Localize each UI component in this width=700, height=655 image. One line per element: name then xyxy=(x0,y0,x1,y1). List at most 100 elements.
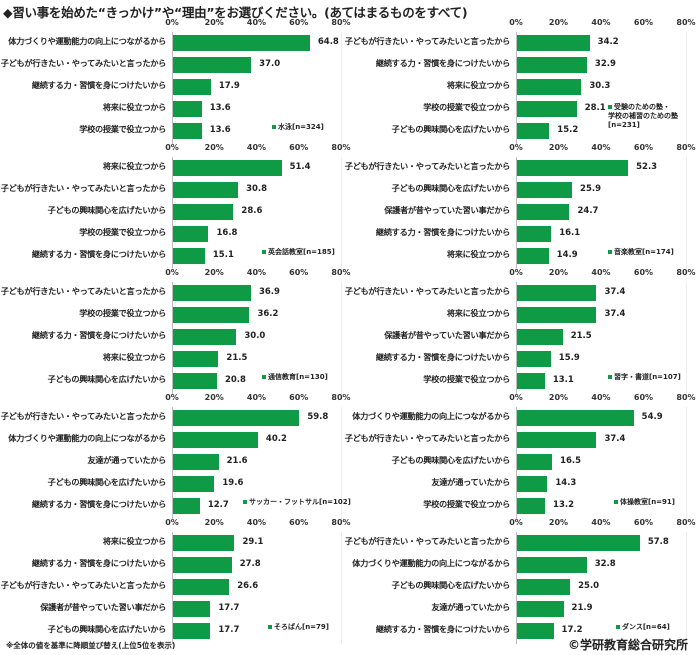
chart-panel: 0% 20% 40% 60% 80% 子どもが行きたい・やってみたいと言ったから 36.9 学… xyxy=(0,268,351,394)
category-label: 学校の授業で役立つから xyxy=(423,374,510,384)
bar xyxy=(173,557,232,573)
legend-text: 水泳[n=324] xyxy=(278,123,324,131)
category-label: 子どもが行きたい・やってみたいと言ったから xyxy=(344,433,511,443)
x-axis-tick-label: 0% xyxy=(165,143,179,152)
chart-panel: 0% 20% 40% 60% 80% 体力づくりや運動能力の向上につながるから 64.8 子ど… xyxy=(0,18,351,144)
legend-swatch-icon xyxy=(243,500,247,504)
bar-row: 子どもが行きたい・やってみたいと言ったから 26.6 xyxy=(1,576,341,598)
bar xyxy=(517,204,570,220)
bar xyxy=(173,57,252,73)
bar xyxy=(517,432,597,448)
value-label: 37.4 xyxy=(604,309,626,319)
value-label: 16.8 xyxy=(216,228,238,238)
bar xyxy=(173,454,219,470)
category-label: 学校の授業で役立つから xyxy=(79,124,166,134)
category-label: 子どもが行きたい・やってみたいと言ったから xyxy=(0,183,167,193)
category-label: 子どもの興味関心を広げたいから xyxy=(47,477,167,487)
bar-row: 保護者が昔やっていた習い事だから 24.7 xyxy=(384,201,686,223)
plot-area: 子どもが行きたい・やってみたいと言ったから 52.3 子どもの興味関心を広げたいから… xyxy=(345,157,687,269)
x-axis-tick-label: 20% xyxy=(548,18,569,27)
category-label: 子どもの興味関心を広げたいから xyxy=(47,374,167,384)
value-label: 25.0 xyxy=(578,581,600,591)
x-axis-tick-label: 60% xyxy=(633,143,654,152)
value-label: 37.4 xyxy=(604,434,626,444)
bar xyxy=(173,35,310,51)
x-axis-tick-label: 0% xyxy=(509,18,523,27)
x-axis-tick-label: 60% xyxy=(289,143,309,152)
x-axis-ticks: 0% 20% 40% 60% 80% xyxy=(165,518,350,530)
x-axis-ticks: 0% 20% 40% 60% 80% xyxy=(509,393,695,405)
category-label: 将来に役立つから xyxy=(102,161,166,171)
x-axis-tick-label: 20% xyxy=(548,518,569,527)
x-axis-tick-label: 20% xyxy=(204,518,224,527)
bar-row: 学校の授業で役立つから 16.8 xyxy=(79,223,341,245)
bar-row: 継続する力・習慣を身につけたいから 16.1 xyxy=(376,223,686,245)
bar-row: 将来に役立つから 30.3 xyxy=(447,76,686,98)
x-axis-tick-label: 60% xyxy=(633,518,654,527)
value-label: 21.5 xyxy=(226,353,248,363)
bar xyxy=(173,601,211,617)
category-label: 体力づくりや運動能力の向上につながるから xyxy=(8,36,166,46)
bar-row: 子どもの興味関心を広げたいから 25.9 xyxy=(392,179,686,201)
value-label: 14.3 xyxy=(555,478,577,488)
legend: 音楽教室[n=174] xyxy=(608,248,674,257)
bar-row: 将来に役立つから 51.4 xyxy=(103,157,341,179)
category-label: 保護者が昔やっていた習い事だから xyxy=(40,602,166,612)
value-label: 30.0 xyxy=(244,331,266,341)
bar-row: 友達が通っていたから 21.6 xyxy=(88,451,341,473)
category-label: 継続する力・習慣を身につけたいから xyxy=(375,352,510,362)
bar-row: 将来に役立つから 21.5 xyxy=(103,348,341,370)
bar-row: 学校の授業で役立つから 13.2 xyxy=(423,495,686,517)
chart-panel: 0% 20% 40% 60% 80% 将来に役立つから 29.1 継続する力・習慣を身につけた… xyxy=(0,518,351,644)
value-label: 19.6 xyxy=(222,478,244,488)
legend-text: 音楽教室[n=174] xyxy=(614,248,674,256)
value-label: 17.9 xyxy=(218,81,240,91)
plot-area: 子どもが行きたい・やってみたいと言ったから 57.8 体力づくりや運動能力の向上につ… xyxy=(345,532,687,644)
bar-row: 子どもが行きたい・やってみたいと言ったから 52.3 xyxy=(345,157,686,179)
x-axis-ticks: 0% 20% 40% 60% 80% xyxy=(509,18,695,30)
bar-row: 学校の授業で役立つから 13.6 xyxy=(79,120,341,142)
bar-row: 子どもが行きたい・やってみたいと言ったから 30.8 xyxy=(1,179,341,201)
value-label: 16.5 xyxy=(560,456,582,466)
bar-row: 友達が通っていたから 14.3 xyxy=(432,473,686,495)
bar xyxy=(173,579,230,595)
bar xyxy=(517,226,552,242)
x-axis-tick-label: 0% xyxy=(165,18,179,27)
legend-text: 習字・書道[n=107] xyxy=(614,373,681,381)
category-label: 継続する力・習慣を身につけたいから xyxy=(375,227,510,237)
x-axis-tick-label: 60% xyxy=(289,18,309,27)
bar xyxy=(517,498,546,514)
x-axis-tick-label: 80% xyxy=(676,143,696,152)
plot-area: 子どもが行きたい・やってみたいと言ったから 37.4 将来に役立つから 37.4 保護者… xyxy=(345,282,687,394)
bar xyxy=(173,226,209,242)
x-axis-tick-label: 20% xyxy=(204,393,224,402)
x-axis-tick-label: 80% xyxy=(676,518,696,527)
plot-area: 子どもが行きたい・やってみたいと言ったから 36.9 学校の授業で役立つから 36.2… xyxy=(1,282,342,394)
category-label: 子どもが行きたい・やってみたいと言ったから xyxy=(0,411,167,421)
x-axis-tick-label: 20% xyxy=(204,18,224,27)
bar xyxy=(173,329,237,345)
chart-panel: 0% 20% 40% 60% 80% 子どもが行きたい・やってみたいと言ったから 34.2 継… xyxy=(345,18,700,144)
category-label: 継続する力・習慣を身につけたいから xyxy=(31,80,166,90)
x-axis-tick-label: 80% xyxy=(676,18,696,27)
value-label: 15.1 xyxy=(212,250,234,260)
bar-row: 将来に役立つから 14.9 xyxy=(447,245,686,267)
value-label: 37.4 xyxy=(604,287,626,297)
value-label: 17.7 xyxy=(218,625,240,635)
bar-row: 友達が通っていたから 21.9 xyxy=(432,598,686,620)
bar xyxy=(517,160,629,176)
bar xyxy=(173,160,282,176)
legend-swatch-icon xyxy=(608,375,612,379)
x-axis-tick-label: 80% xyxy=(331,143,351,152)
bar xyxy=(173,79,211,95)
plot-area: 将来に役立つから 29.1 継続する力・習慣を身につけたいから 27.8 子どもが行きた… xyxy=(1,532,342,644)
value-label: 15.9 xyxy=(558,353,580,363)
value-label: 28.6 xyxy=(241,206,263,216)
category-label: 友達が通っていたから xyxy=(431,602,511,612)
value-label: 21.9 xyxy=(571,603,593,613)
x-axis-tick-label: 80% xyxy=(331,393,351,402)
bar xyxy=(173,351,219,367)
bar-row: 保護者が昔やっていた習い事だから 21.5 xyxy=(384,326,686,348)
value-label: 34.2 xyxy=(597,37,619,47)
x-axis-tick-label: 0% xyxy=(165,268,179,277)
